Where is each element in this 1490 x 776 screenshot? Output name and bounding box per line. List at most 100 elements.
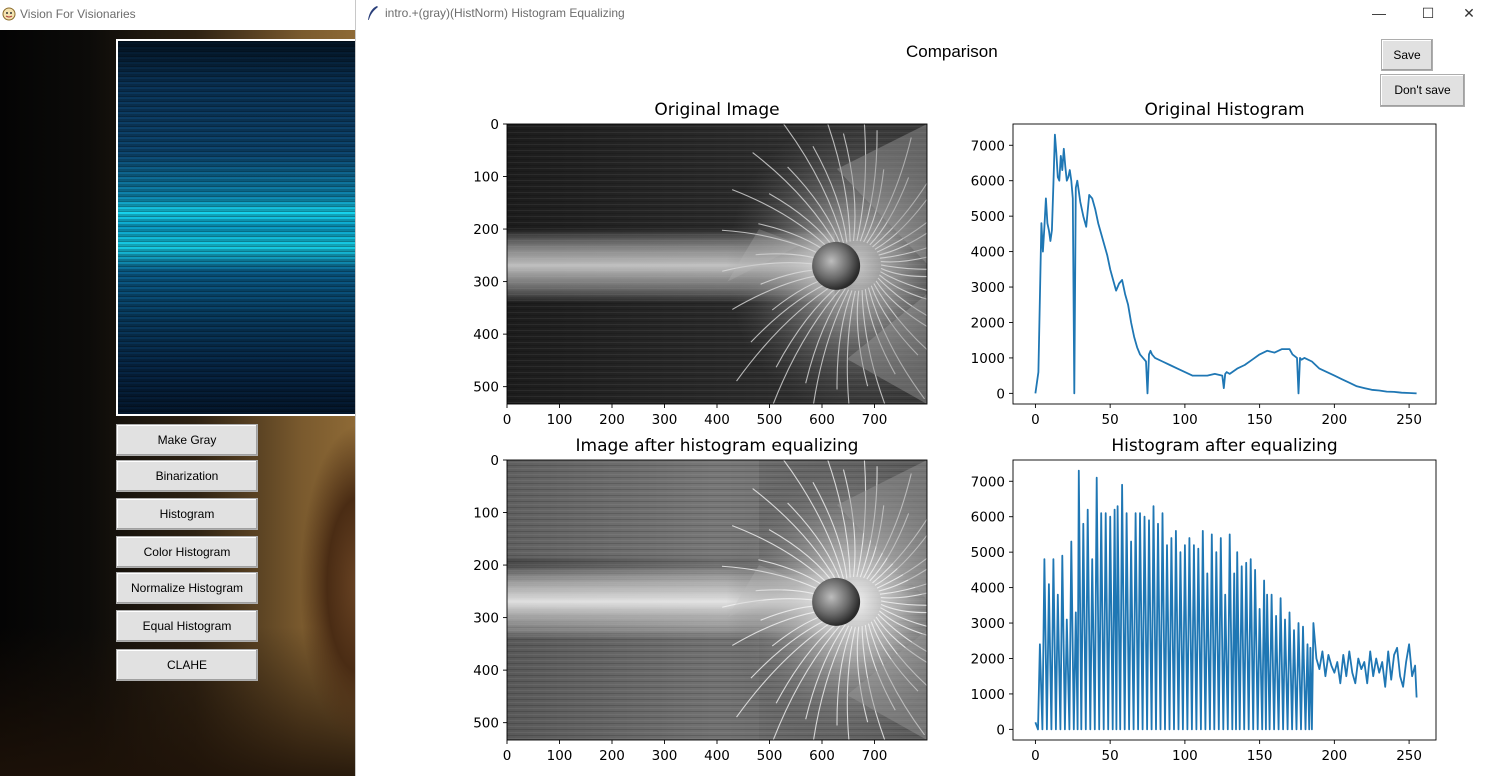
- image-frame-0: [506, 123, 928, 405]
- y-tick-label-1-5: 5000: [971, 209, 1005, 225]
- button-histogram[interactable]: Histogram: [116, 498, 258, 530]
- x-tick-label-2-5: 500: [757, 748, 783, 764]
- y-tick-label-1-0: 0: [996, 386, 1005, 402]
- axes-3: Histogram after equalizing 0 50 100 150 200 25…: [971, 436, 1437, 764]
- x-tick-label-1-0: 0: [1031, 412, 1040, 428]
- axes-title-1: Original Histogram: [1144, 100, 1304, 120]
- axes-title-0: Original Image: [654, 100, 779, 120]
- axes-title-3: Histogram after equalizing: [1111, 436, 1337, 456]
- close-button[interactable]: ✕: [1446, 0, 1490, 28]
- x-tick-label-2-0: 0: [503, 748, 512, 764]
- x-tick-label-1-5: 250: [1396, 412, 1422, 428]
- image-sphere-0: [812, 241, 861, 290]
- maximize-button[interactable]: ☐: [1405, 0, 1451, 28]
- plot-frame-3: [1012, 459, 1437, 741]
- image-sphere-2: [812, 577, 861, 626]
- y-tick-label-0-2: 200: [473, 222, 499, 238]
- y-tick-label-3-5: 5000: [971, 545, 1005, 561]
- y-tick-label-3-2: 2000: [971, 651, 1005, 667]
- x-tick-label-2-2: 200: [599, 748, 625, 764]
- button-binarization[interactable]: Binarization: [116, 460, 258, 492]
- image-content-0: [507, 124, 927, 404]
- main-titlebar[interactable]: intro.+(gray)(HistNorm) Histogram Equali…: [356, 0, 1490, 28]
- axes-1: Original Histogram 0 50 100 150 200 250 0 1000 20…: [971, 100, 1437, 428]
- y-tick-label-1-2: 2000: [971, 315, 1005, 331]
- x-tick-label-0-5: 500: [757, 412, 783, 428]
- button-clahe[interactable]: CLAHE: [116, 649, 258, 681]
- y-tick-label-2-5: 500: [473, 716, 499, 732]
- button-make-gray[interactable]: Make Gray: [116, 424, 258, 456]
- x-tick-label-2-1: 100: [547, 748, 573, 764]
- minimize-icon: —: [1372, 5, 1386, 21]
- save-button[interactable]: Save: [1381, 39, 1433, 71]
- feather-icon: [368, 6, 378, 21]
- y-tick-label-2-3: 300: [473, 611, 499, 627]
- y-tick-label-3-3: 3000: [971, 616, 1005, 632]
- y-tick-label-0-0: 0: [490, 117, 499, 133]
- y-tick-label-3-1: 1000: [971, 687, 1005, 703]
- background-titlebar[interactable]: Vision For Visionaries: [0, 0, 360, 30]
- y-tick-label-0-4: 400: [473, 327, 499, 343]
- x-tick-label-3-4: 200: [1321, 748, 1347, 764]
- x-tick-label-0-2: 200: [599, 412, 625, 428]
- x-tick-label-2-4: 400: [704, 748, 730, 764]
- x-tick-label-0-0: 0: [503, 412, 512, 428]
- y-tick-label-1-6: 6000: [971, 174, 1005, 190]
- x-tick-label-2-3: 300: [652, 748, 678, 764]
- image-burst-0: [726, 124, 927, 404]
- main-window-title: intro.+(gray)(HistNorm) Histogram Equali…: [385, 6, 625, 20]
- x-tick-label-1-4: 200: [1321, 412, 1347, 428]
- axes-title-2: Image after histogram equalizing: [576, 436, 859, 456]
- y-tick-label-2-1: 100: [473, 506, 499, 522]
- y-tick-label-2-4: 400: [473, 663, 499, 679]
- y-tick-label-0-3: 300: [473, 275, 499, 291]
- x-tick-label-2-6: 600: [809, 748, 835, 764]
- button-equal-histogram[interactable]: Equal Histogram: [116, 610, 258, 642]
- y-tick-label-1-4: 4000: [971, 245, 1005, 261]
- image-frame-2: [506, 459, 928, 741]
- y-tick-label-1-1: 1000: [971, 351, 1005, 367]
- maximize-icon: ☐: [1421, 5, 1435, 21]
- y-tick-label-1-3: 3000: [971, 280, 1005, 296]
- x-tick-label-3-1: 50: [1102, 748, 1119, 764]
- y-tick-label-3-0: 0: [996, 722, 1005, 738]
- axes-2: Image after histogram equalizing 0 100 200 3…: [473, 436, 928, 764]
- x-tick-label-0-6: 600: [809, 412, 835, 428]
- y-tick-label-0-1: 100: [473, 170, 499, 186]
- background-window: Vision For Visionaries Make Gray Binariza…: [0, 0, 360, 776]
- button-normalize-histogram[interactable]: Normalize Histogram: [116, 572, 258, 604]
- image-beam-0: [507, 229, 835, 303]
- image-beam-2: [507, 565, 835, 639]
- x-tick-label-3-0: 0: [1031, 748, 1040, 764]
- background-window-title: Vision For Visionaries: [20, 7, 136, 21]
- minimize-button[interactable]: —: [1356, 0, 1402, 28]
- x-tick-label-0-3: 300: [652, 412, 678, 428]
- dont-save-button[interactable]: Don't save: [1380, 74, 1465, 107]
- y-tick-label-1-7: 7000: [971, 138, 1005, 154]
- plot-frame-1: [1012, 123, 1437, 405]
- axes-0: Original Image 0 100 200 300 400 500 600 700 0 100…: [473, 100, 928, 428]
- y-tick-label-3-7: 7000: [971, 474, 1005, 490]
- x-tick-label-3-2: 100: [1172, 748, 1198, 764]
- close-icon: ✕: [1463, 5, 1475, 21]
- loaded-image-preview: [116, 39, 355, 416]
- x-tick-label-1-1: 50: [1102, 412, 1119, 428]
- series-line-3: [1034, 469, 1418, 731]
- y-tick-label-0-5: 500: [473, 380, 499, 396]
- y-tick-label-3-6: 6000: [971, 510, 1005, 526]
- image-base-0: [507, 124, 927, 404]
- x-tick-label-1-3: 150: [1247, 412, 1273, 428]
- image-base-2: [507, 460, 927, 740]
- figure-title: Comparison: [906, 42, 998, 61]
- x-tick-label-0-1: 100: [547, 412, 573, 428]
- x-tick-label-3-5: 250: [1396, 748, 1422, 764]
- image-burst-2: [726, 460, 927, 740]
- image-content-2: [507, 460, 927, 740]
- y-tick-label-3-4: 4000: [971, 581, 1005, 597]
- button-color-histogram[interactable]: Color Histogram: [116, 536, 258, 568]
- x-tick-label-2-7: 700: [862, 748, 888, 764]
- x-tick-label-0-4: 400: [704, 412, 730, 428]
- app-icon: [2, 7, 16, 21]
- x-tick-label-3-3: 150: [1247, 748, 1273, 764]
